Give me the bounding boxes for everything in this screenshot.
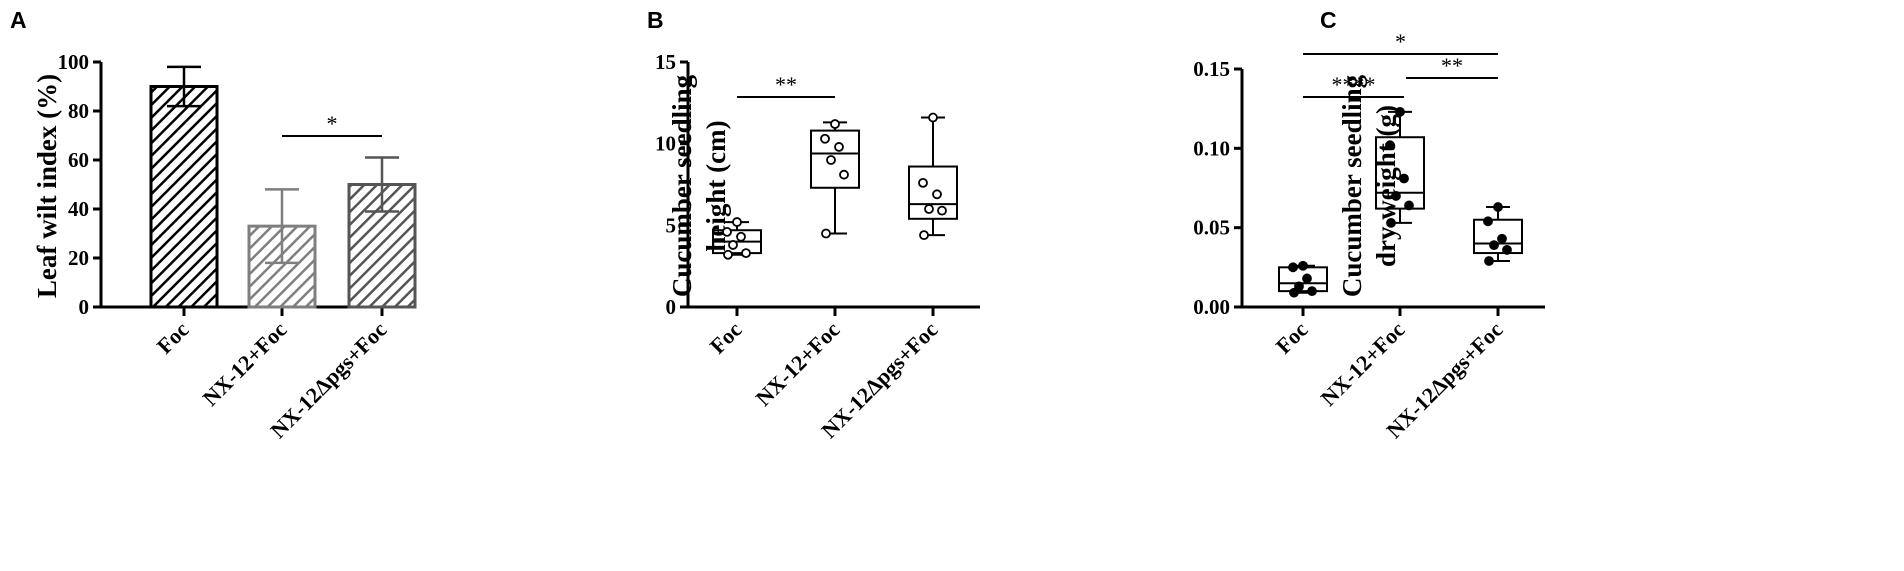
- panel-c-point-1: [1307, 286, 1317, 297]
- panel-c-point-3: [1483, 216, 1493, 227]
- panel-b-significance-label: **: [775, 72, 797, 97]
- panel-a-bar-1: [149, 85, 219, 309]
- panel-b-point-2: [830, 119, 840, 129]
- panel-c-point-2: [1395, 106, 1405, 117]
- panel-c-box-2: [1375, 136, 1425, 210]
- panel-c-point-3: [1489, 240, 1499, 251]
- panel-b-point-2: [821, 228, 831, 239]
- panel-c-point-3: [1493, 202, 1503, 212]
- panel-c-box-3: [1473, 218, 1523, 255]
- panel-c-point-2: [1385, 140, 1395, 151]
- panel-c-category-label: NX-12+Foc: [1316, 317, 1410, 411]
- panel-a-ytick-label: 40: [68, 197, 89, 221]
- panel-b-point-1: [732, 217, 742, 227]
- panel-a-ytick-label: 80: [68, 99, 89, 123]
- panel-b-point-3: [924, 204, 934, 214]
- panel-c-point-1: [1289, 287, 1299, 298]
- panel-c-ytick-label: 0.00: [1193, 295, 1230, 319]
- panel-a-category-label: NX-12+Foc: [198, 317, 292, 411]
- panel-b-point-3: [918, 177, 928, 188]
- panel-c-significance-label: *: [1395, 29, 1406, 54]
- panel-b-ylabel-line-1: Cucumber seedling: [667, 74, 697, 297]
- panel-b-category-label: Foc: [705, 317, 747, 359]
- panel-b-ytick-label: 15: [655, 50, 676, 74]
- panel-c-ylabel-line-1: Cucumber seedling: [1337, 74, 1367, 297]
- panel-b-point-1: [736, 231, 746, 242]
- panel-c-point-1: [1288, 262, 1298, 273]
- panel-c-point-3: [1484, 256, 1494, 266]
- panel-c-point-3: [1497, 233, 1507, 244]
- panel-b-point-2: [839, 169, 849, 180]
- panel-c-ylabel: Cucumber seedling dry weight (g): [1337, 74, 1401, 297]
- panel-c-significance-label: **: [1441, 53, 1463, 78]
- panel-b-point-3: [928, 112, 938, 123]
- panel-b-point-1: [723, 249, 733, 260]
- panel-letter-a: A: [10, 7, 27, 33]
- panel-a-category-label: Foc: [152, 317, 194, 359]
- panel-b-point-3: [932, 189, 942, 200]
- panel-letter-c: C: [1320, 7, 1337, 33]
- panel-c-point-1: [1298, 260, 1308, 271]
- panel-c-point-1: [1294, 281, 1304, 292]
- panel-b-point-2: [834, 142, 844, 152]
- panel-a-ytick-label: 0: [79, 295, 90, 319]
- panel-a-ylabel: Leaf wilt index (%): [32, 74, 62, 298]
- panel-c-category-label: Foc: [1271, 317, 1313, 359]
- panel-c-point-2: [1386, 218, 1396, 228]
- panel-c-ytick-label: 0.15: [1193, 57, 1230, 81]
- panel-b-category-label: NX-12+Foc: [751, 317, 845, 411]
- panel-c-ytick-label: 0.10: [1193, 136, 1230, 160]
- panel-b-point-2: [820, 133, 830, 144]
- panel-c-significance-label: ****: [1332, 72, 1376, 97]
- panel-c-point-1: [1302, 273, 1312, 284]
- panel-b-ytick-label: 5: [666, 213, 677, 237]
- panel-c-point-2: [1391, 191, 1401, 201]
- panel-letter-b: B: [647, 7, 664, 33]
- panel-b-box-3: [908, 165, 958, 220]
- panel-b-point-3: [919, 230, 929, 241]
- panel-c-point-3: [1502, 244, 1512, 255]
- panel-b-box-2: [810, 129, 860, 189]
- panel-c-ytick-label: 0.05: [1193, 216, 1230, 240]
- panel-a-significance-label: *: [327, 111, 338, 136]
- panel-a-ytick-label: 20: [68, 246, 89, 270]
- panel-b-point-1: [741, 248, 751, 259]
- panel-b-ylabel: Cucumber seedling height (cm): [667, 74, 731, 297]
- panel-c-point-2: [1404, 200, 1414, 211]
- panel-b-point-2: [826, 155, 836, 165]
- panel-c-point-2: [1399, 173, 1409, 184]
- panel-b-point-1: [728, 240, 738, 250]
- panel-b-ytick-label: 10: [655, 132, 676, 156]
- panel-a-ytick-label: 60: [68, 148, 89, 172]
- panel-a-ytick-label: 100: [58, 50, 90, 74]
- panel-b-ytick-label: 0: [666, 295, 677, 319]
- panel-b-point-1: [722, 226, 732, 237]
- panel-b-point-3: [937, 205, 947, 216]
